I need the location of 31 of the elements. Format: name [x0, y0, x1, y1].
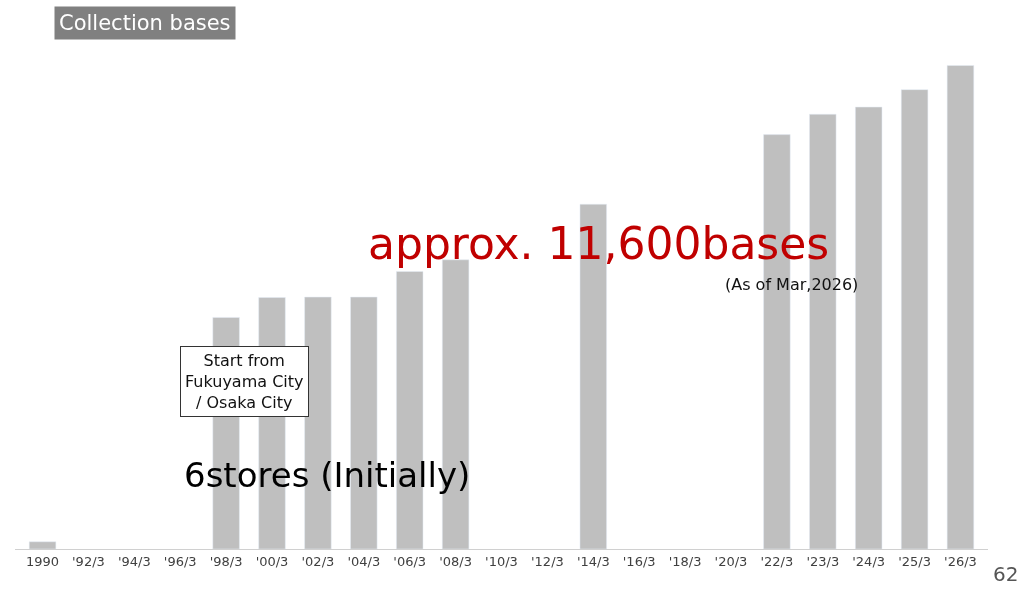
x-tick-label: '96/3 — [163, 553, 197, 569]
x-tick-label: '20/3 — [714, 553, 748, 569]
annotation: (As of Mar,2026) — [725, 275, 859, 294]
x-tick-label: '18/3 — [668, 553, 702, 569]
annotation: approx. 11,600bases — [368, 218, 830, 269]
chart-title: Collection bases — [59, 11, 231, 35]
bar — [855, 106, 883, 549]
x-tick-label: '02/3 — [301, 553, 335, 569]
x-tick-label: '94/3 — [117, 553, 151, 569]
x-tick-label: '22/3 — [760, 553, 794, 569]
x-tick-label: '08/3 — [439, 553, 472, 569]
x-tick-label: '06/3 — [393, 553, 427, 569]
x-tick-label: 1990 — [25, 553, 60, 569]
x-tick-label: '26/3 — [944, 553, 977, 569]
text: 62 — [993, 562, 1019, 586]
x-tick-label: '10/3 — [485, 553, 518, 569]
bar — [28, 541, 57, 549]
x-tick-label: '98/3 — [209, 553, 243, 569]
x-tick-label: '12/3 — [531, 553, 564, 569]
x-tick-label: '04/3 — [347, 553, 381, 569]
bar — [901, 89, 929, 549]
x-tick-label: '00/3 — [255, 553, 289, 569]
annotation: 6stores (Initially) — [184, 455, 471, 495]
x-tick-label: '23/3 — [806, 553, 840, 569]
annotation: Start from Fukuyama City / Osaka City — [185, 351, 304, 412]
x-tick-label: '25/3 — [898, 553, 931, 569]
bar — [946, 65, 975, 549]
x-tick-label: '24/3 — [852, 553, 886, 569]
x-tick-label: '16/3 — [622, 553, 656, 569]
x-tick-label: '92/3 — [72, 553, 105, 569]
x-tick-label: '14/3 — [576, 553, 610, 569]
